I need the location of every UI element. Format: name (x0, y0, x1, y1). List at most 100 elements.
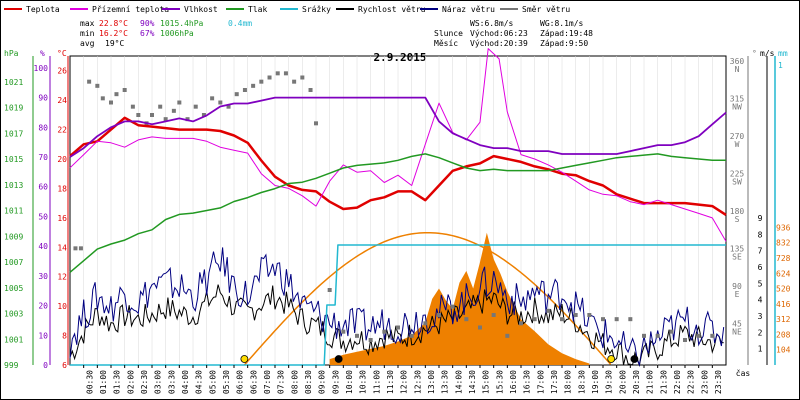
tick-label-ms: 9 (758, 214, 763, 223)
tick-label-time: 11:30 (386, 370, 395, 394)
moonset-marker (334, 355, 343, 363)
tick-label-wm2: 936 (776, 223, 791, 232)
tick-label-time: 09:00 (318, 370, 327, 394)
wind-direction-point (669, 329, 674, 334)
sunset-marker (607, 355, 616, 363)
tick-label-time: 11:00 (372, 370, 381, 394)
stats-avg-label: avg (80, 39, 95, 48)
tick-label-time: 01:00 (99, 370, 108, 394)
tick-label-wm2: 104 (776, 346, 791, 355)
tick-label-wind-dir-name: NE (732, 328, 742, 337)
wind-direction-point (423, 321, 428, 326)
wind-direction-point (368, 338, 373, 342)
wind-direction-point (267, 75, 272, 80)
tick-label-time: 13:30 (441, 370, 450, 394)
tick-label-time: 12:00 (400, 370, 409, 394)
tick-label-wind-dir-name: S (735, 215, 740, 224)
wind-direction-point (226, 104, 231, 109)
tick-label-celsius: 22 (57, 126, 67, 135)
tick-label-wm2: 728 (776, 254, 791, 263)
wind-direction-point (478, 325, 482, 330)
wind-direction-point (171, 108, 176, 113)
tick-label-percent: 30 (38, 272, 48, 281)
tick-label-time: 04:00 (181, 370, 190, 394)
stats-max-temp: 22.8°C (99, 19, 128, 28)
tick-label-hpa: 1019 (4, 104, 23, 113)
tick-label-celsius: 16 (57, 214, 67, 223)
wind-direction-point (464, 317, 469, 322)
tick-label-time: 12:30 (413, 370, 422, 394)
stats-min-hum: 67% (140, 29, 155, 38)
wind-direction-point (292, 79, 297, 84)
tick-label-percent: 100 (34, 64, 49, 73)
axis-unit-ms: m/s (760, 49, 775, 58)
stats-min-temp: 16.2°C (99, 29, 128, 38)
tick-label-wind-dir-name: SW (732, 178, 742, 187)
tick-label-hpa: 1021 (4, 78, 23, 87)
tick-label-celsius: 26 (57, 67, 67, 76)
tick-label-time: 22:00 (673, 370, 682, 394)
tick-label-time: 02:00 (126, 370, 135, 394)
tick-label-time: 19:00 (591, 370, 600, 394)
wind-direction-point (259, 79, 264, 84)
wind-direction-point (396, 325, 400, 330)
tick-label-time: 21:00 (646, 370, 655, 394)
tick-label-celsius: 10 (57, 302, 67, 311)
tick-label-time: 23:00 (700, 370, 709, 394)
tick-label-hpa: 1007 (4, 258, 23, 267)
wind-direction-point (122, 88, 127, 92)
wind-direction-point (382, 329, 387, 334)
tick-label-wind-dir-name: W (735, 140, 740, 149)
axis-unit-celsius: °C (57, 49, 67, 58)
tick-label-time: 08:00 (290, 370, 299, 394)
tick-label-time: 22:30 (687, 370, 696, 394)
tick-label-wind-dir-name: E (735, 290, 740, 299)
tick-label-time: 17:30 (550, 370, 559, 394)
stats-max-press: 1015.4hPa (160, 19, 204, 28)
axis-unit-percent: % (40, 49, 45, 58)
tick-label-wind-dir-deg: 90 (732, 282, 742, 291)
tick-label-time: 03:00 (154, 370, 163, 394)
chart-title: 2.9.2015 (374, 51, 427, 64)
tick-label-celsius: 18 (57, 184, 67, 193)
wind-direction-point (409, 333, 414, 338)
tick-label-celsius: 20 (57, 155, 67, 164)
wind-direction-point (314, 121, 318, 126)
tick-label-time: 13:00 (427, 370, 436, 394)
tick-label-celsius: 24 (57, 96, 67, 105)
tick-label-wind-dir-name: NW (732, 103, 742, 112)
legend-label-srazky: Srážky (302, 5, 331, 14)
tick-label-ms: 8 (758, 230, 763, 239)
tick-label-percent: 20 (38, 302, 48, 311)
wind-direction-point (642, 333, 646, 338)
tick-label-wind-dir-deg: 180 (730, 207, 745, 216)
tick-label-time: 06:30 (249, 370, 258, 394)
wind-direction-point (437, 313, 441, 317)
wind-direction-point (130, 104, 135, 109)
wind-direction-point (587, 313, 592, 317)
marker-layer (240, 355, 639, 363)
wind-direction-point (601, 317, 605, 322)
legend-label-naraz-vetru: Náraz větru (442, 5, 495, 14)
stats-min-press: 1006hPa (160, 29, 194, 38)
wind-direction-point (114, 92, 119, 97)
wind-direction-point (109, 100, 113, 105)
tick-label-wind-dir-name: SE (732, 253, 742, 262)
wind-direction-point (275, 71, 280, 76)
wind-direction-point (234, 92, 239, 97)
wind-direction-point (150, 113, 154, 117)
tick-label-wm2: 208 (776, 330, 791, 339)
stats-max-hum: 90% (140, 19, 155, 28)
wind-direction-point (100, 96, 105, 101)
wind-direction-point (491, 313, 496, 317)
lines-layer (69, 48, 727, 366)
wind-direction-point (327, 288, 332, 292)
wind-direction-point (242, 88, 247, 92)
tick-label-wm2: 312 (776, 315, 791, 324)
wind-direction-point (87, 79, 92, 84)
tick-label-celsius: 8 (62, 332, 67, 341)
wind-direction-point (163, 117, 168, 122)
wind-direction-point (300, 75, 305, 80)
tick-label-percent: 0 (43, 361, 48, 370)
